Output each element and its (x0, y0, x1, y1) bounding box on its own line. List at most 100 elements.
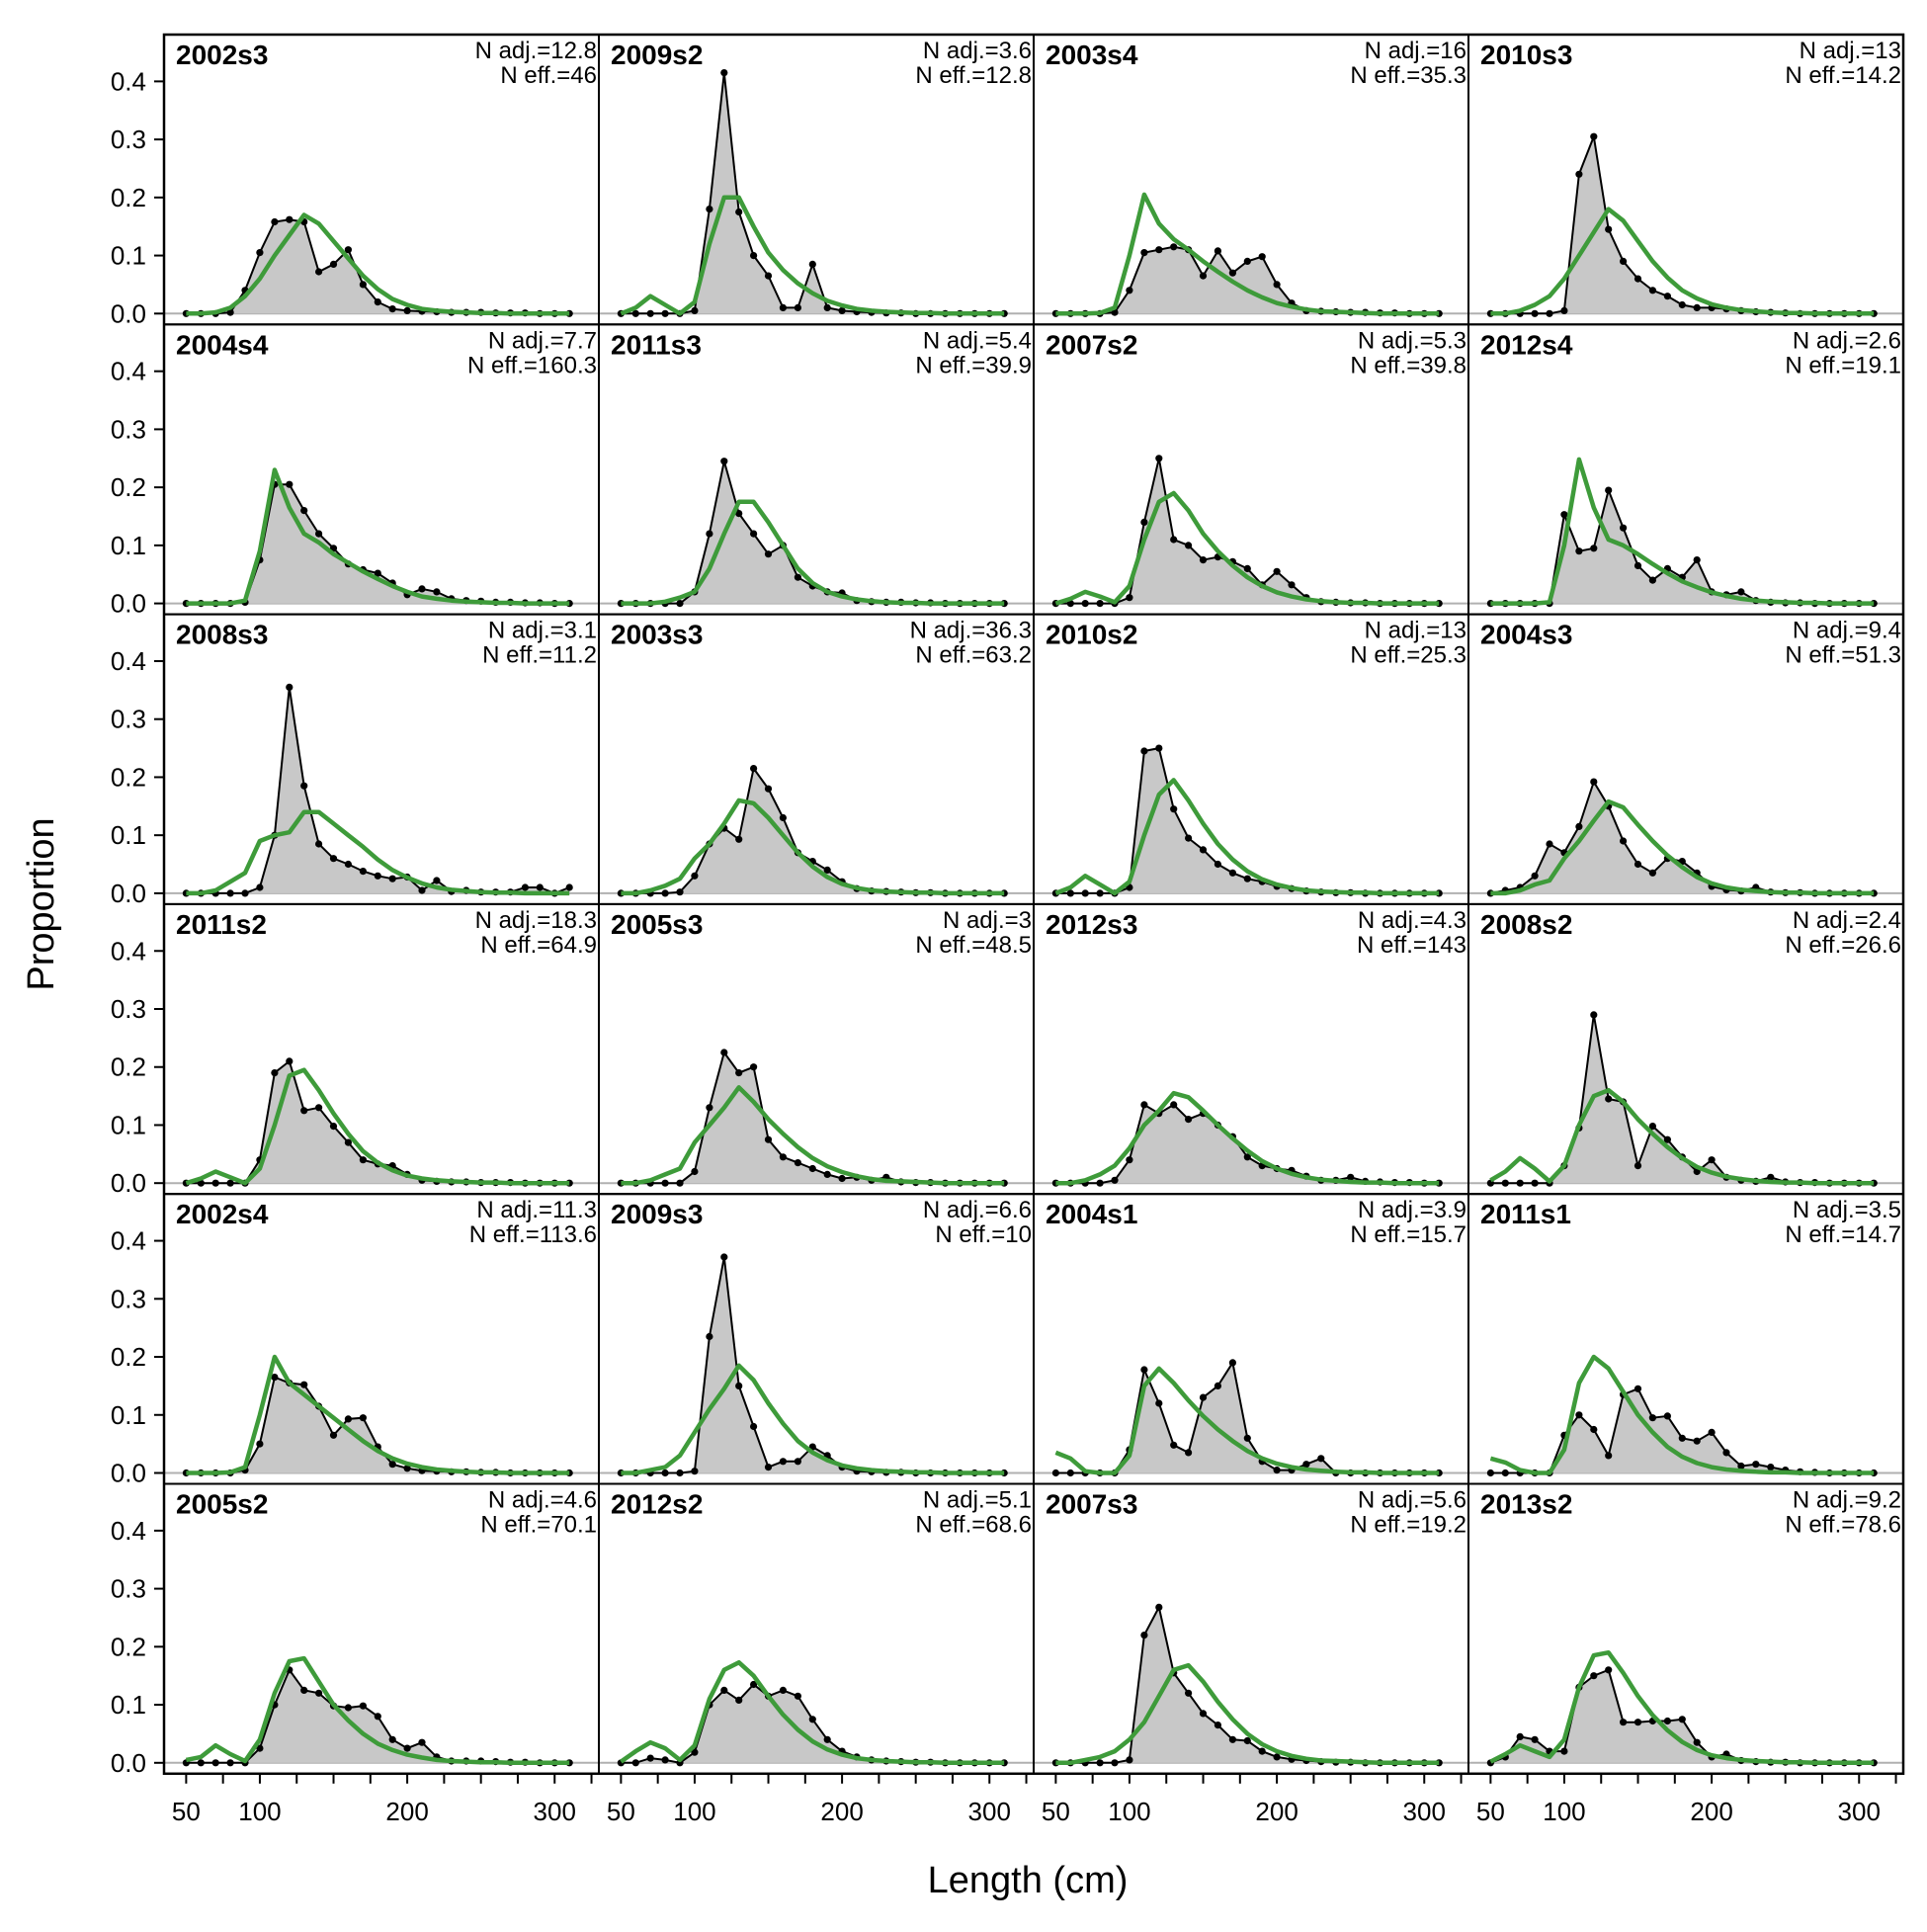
panel-n-eff: N eff.=51.3 (1785, 642, 1901, 669)
observed-point (676, 1179, 684, 1187)
observed-point (256, 883, 264, 891)
observed-point (676, 600, 684, 608)
panel-n-adj: N adj.=16 (1365, 38, 1466, 64)
observed-area (1055, 246, 1440, 314)
observed-point (1126, 1156, 1133, 1164)
y-tick-label: 0.1 (111, 1400, 146, 1430)
observed-point (646, 1754, 654, 1762)
observed-point (1185, 1116, 1193, 1124)
panel-n-eff: N eff.=63.2 (915, 642, 1032, 669)
observed-point (315, 530, 323, 538)
observed-point (315, 1689, 323, 1697)
panel: 2013s2 N adj.=9.2N eff.=78.6 (1467, 1482, 1904, 1775)
panel-n-eff: N eff.=39.8 (1350, 352, 1466, 378)
panel: 2012s4 N adj.=2.6N eff.=19.1 (1467, 323, 1904, 616)
panel-n-eff: N eff.=78.6 (1785, 1512, 1901, 1539)
observed-point (808, 1164, 816, 1173)
panel-title: 2004s3 (1480, 620, 1572, 650)
panel-n-eff: N eff.=113.6 (469, 1221, 597, 1248)
observed-point (1634, 860, 1642, 869)
observed-point (286, 480, 293, 488)
y-tick-label: 0.0 (111, 1459, 146, 1488)
panel-n-adj: N adj.=12.8 (475, 38, 597, 64)
observed-point (764, 1135, 773, 1143)
observed-point (1155, 246, 1163, 254)
observed-point (418, 886, 426, 894)
observed-point (374, 872, 381, 880)
observed-point (1722, 1449, 1730, 1457)
observed-point (1199, 1710, 1208, 1718)
observed-point (329, 855, 338, 863)
observed-point (1185, 1689, 1193, 1697)
y-tick-label: 0.1 (111, 820, 146, 850)
panel-n-eff: N eff.=48.5 (915, 932, 1032, 959)
observed-point (1531, 1179, 1539, 1187)
panel-n-eff: N eff.=70.1 (480, 1512, 597, 1539)
observed-point (1708, 1156, 1716, 1164)
observed-point (241, 889, 249, 897)
y-tick-label: 0.4 (111, 1226, 146, 1256)
observed-point (329, 1123, 338, 1131)
observed-area (621, 1052, 1005, 1184)
observed-point (359, 1156, 367, 1164)
observed-point (823, 866, 831, 875)
panel-title: 2011s1 (1480, 1199, 1571, 1229)
observed-point (1288, 581, 1296, 589)
expected-line (621, 1363, 1005, 1475)
observed-point (1693, 303, 1701, 311)
observed-point (1066, 1469, 1074, 1477)
observed-point (1648, 869, 1656, 877)
observed-point (735, 835, 743, 843)
expected-line (185, 1067, 570, 1186)
x-axis-label: Length (cm) (928, 1860, 1129, 1901)
observed-point (1243, 1153, 1251, 1161)
observed-point (286, 1057, 293, 1065)
x-tick-label: 50 (172, 1797, 201, 1826)
observed-point (374, 1713, 381, 1721)
observed-point (315, 1104, 323, 1112)
y-tick-label: 0.1 (111, 1110, 146, 1139)
observed-point (1140, 747, 1148, 755)
panel: 2005s2 N adj.=4.6N eff.=70.1 (163, 1482, 600, 1775)
observed-point (1575, 1411, 1583, 1419)
observed-point (1590, 1672, 1598, 1680)
panel-n-adj: N adj.=4.3 (1358, 907, 1466, 934)
observed-point (1767, 1173, 1775, 1181)
x-tick-label: 50 (1042, 1797, 1070, 1826)
y-tick-label: 0.2 (111, 183, 146, 212)
observed-point (706, 1104, 713, 1112)
panel: 2004s3 N adj.=9.4N eff.=51.3 (1467, 613, 1904, 905)
panel-n-eff: N eff.=19.2 (1350, 1512, 1466, 1539)
observed-point (521, 883, 530, 891)
observed-point (1170, 243, 1178, 251)
panel: 2004s4 N adj.=7.7N eff.=160.3 (163, 323, 600, 616)
observed-point (1634, 275, 1642, 283)
observed-line (621, 1256, 1005, 1474)
observed-point (344, 1415, 352, 1423)
observed-point (794, 1159, 802, 1167)
observed-point (211, 1759, 219, 1767)
y-tick-label: 0.4 (111, 357, 146, 386)
y-tick-label: 0.1 (111, 241, 146, 271)
observed-point (691, 1748, 699, 1756)
observed-point (779, 1686, 788, 1694)
observed-point (418, 585, 426, 593)
observed-point (1096, 889, 1104, 897)
observed-point (1605, 225, 1613, 233)
observed-point (1693, 1738, 1701, 1746)
observed-point (388, 1461, 396, 1469)
observed-point (706, 1332, 713, 1341)
panel: 2012s2 N adj.=5.1N eff.=68.6 (598, 1482, 1035, 1775)
observed-point (1634, 1385, 1642, 1392)
observed-point (764, 1464, 773, 1471)
observed-point (1185, 834, 1193, 842)
observed-point (1648, 1414, 1656, 1422)
observed-area (186, 484, 570, 604)
observed-point (1767, 1464, 1775, 1471)
panel-n-adj: N adj.=3 (943, 907, 1032, 934)
observed-point (1663, 1412, 1671, 1420)
observed-point (256, 249, 264, 257)
observed-point (1155, 744, 1163, 752)
observed-point (661, 889, 669, 897)
